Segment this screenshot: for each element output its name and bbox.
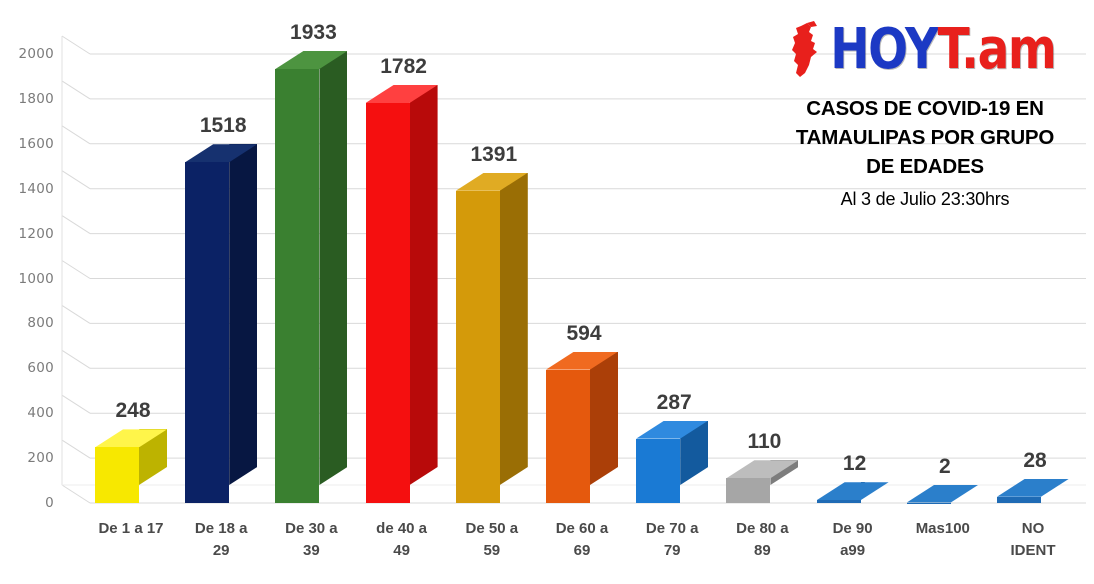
bar-front-face (95, 447, 139, 503)
y-axis-tick: 0 (45, 495, 54, 511)
bar-side-face (499, 172, 528, 485)
x-axis-category-label: de 40 a 49 (348, 518, 456, 562)
x-axis-category-label: NO IDENT (979, 518, 1087, 562)
x-axis-category-line: 39 (303, 541, 320, 559)
bar-top-face (906, 484, 979, 503)
bar-column[interactable] (906, 484, 979, 503)
bar-front-face (455, 190, 500, 503)
x-axis-category-line: De 1 a 17 (98, 520, 164, 537)
bar-top-face (997, 478, 1069, 497)
y-axis-tick: 200 (27, 450, 54, 467)
bar-value-label: 594 (566, 321, 602, 345)
x-axis-category-line: 89 (754, 541, 771, 559)
bar-front-face (636, 438, 681, 503)
x-axis-category-line: 59 (483, 541, 501, 559)
x-axis-category-line: a99 (840, 541, 866, 559)
bar-value-label: 248 (115, 399, 151, 423)
x-axis-category-label: De 70 a 79 (618, 518, 726, 562)
x-axis-category-line: 79 (663, 541, 681, 559)
bar-side-face (319, 51, 348, 485)
bar-column[interactable] (636, 420, 709, 503)
bar-value-label: 12 (842, 452, 867, 476)
bar-side-face (590, 351, 618, 485)
logo-text-secondary: T.am (937, 16, 1057, 82)
x-axis-category-line: De 30 a (285, 520, 338, 537)
x-axis-category-line: 69 (573, 541, 591, 559)
bar-column[interactable] (365, 84, 438, 503)
bar-value-label: 1933 (290, 21, 337, 45)
x-axis-category-label: De 50 a 59 (438, 518, 546, 562)
chart-title-line: CASOS DE COVID-19 EN (806, 97, 1044, 120)
bar-column[interactable] (816, 482, 889, 503)
x-axis-category-line: De 50 a (465, 520, 519, 537)
bar-side-face (409, 84, 438, 485)
site-logo[interactable]: HOYT.am (760, 18, 1090, 80)
x-axis-category-line: 49 (393, 541, 410, 559)
bar-value-label: 1518 (199, 114, 247, 138)
y-axis-tick: 800 (27, 315, 54, 332)
bar-value-label: 110 (747, 430, 782, 454)
bar-front-face (997, 496, 1041, 503)
bar-column[interactable] (726, 460, 799, 503)
logo-text-primary: HOY (830, 16, 939, 82)
bar-column[interactable] (185, 144, 258, 503)
bar-front-face (275, 69, 320, 503)
x-axis-category-line: De 80 a (736, 520, 789, 537)
bar-value-label: 1782 (380, 54, 427, 78)
x-axis-category-line: De 18 a (194, 520, 248, 537)
logo-wordmark: HOYT.am (830, 21, 1057, 77)
bar-front-face (546, 369, 590, 503)
x-axis-category-label: De 1 a 17 (77, 518, 185, 540)
chart-title-line: TAMAULIPAS POR GRUPO (795, 126, 1055, 150)
y-axis-tick: 2000 (18, 46, 54, 62)
bar-value-label: 287 (656, 390, 692, 414)
x-axis-category-label: De 90 a99 (799, 518, 907, 562)
bar-top-face (816, 482, 889, 501)
bar-column[interactable] (546, 351, 618, 503)
bar-column[interactable] (275, 51, 348, 503)
x-axis-category-line: NO (1021, 520, 1045, 537)
x-axis-category-line: De 70 a (645, 520, 699, 537)
bar-value-label: 2 (938, 454, 951, 478)
bar-column[interactable] (997, 478, 1069, 503)
brand-block: HOYT.am CASOS DE COVID-19 EN TAMAULIPAS P… (760, 18, 1090, 210)
bar-front-face (726, 478, 771, 503)
chart-title-line: DE EDADES (866, 155, 984, 179)
y-axis-tick: 600 (27, 360, 54, 377)
x-axis-category-label: De 80 a 89 (708, 518, 816, 562)
x-axis-category-line: Mas100 (915, 520, 970, 537)
chart-title: CASOS DE COVID-19 EN TAMAULIPAS POR GRUPO… (760, 94, 1090, 181)
x-axis-category-label: De 18 a 29 (167, 518, 275, 562)
bar-value-label: 28 (1023, 448, 1047, 472)
y-axis-tick: 1000 (18, 270, 54, 287)
bar-value-label: 1391 (470, 142, 518, 166)
x-axis-category-line: 29 (212, 541, 230, 559)
bar-front-face (816, 500, 861, 503)
x-axis-category-label: De 60 a 69 (528, 518, 636, 562)
x-axis-category-line: IDENT (1010, 541, 1056, 559)
bar-column[interactable] (95, 429, 167, 503)
bar-front-face (185, 162, 230, 503)
x-axis-category-line: De 90 (832, 520, 873, 537)
y-axis-tick: 1600 (18, 135, 54, 152)
bar-column[interactable] (455, 172, 528, 503)
bar-side-face (229, 144, 258, 485)
x-axis-category-line: de 40 a (376, 520, 428, 537)
y-axis-tick: 1800 (18, 90, 54, 107)
tamaulipas-map-icon (792, 21, 818, 77)
x-axis-category-label: Mas100 (889, 518, 997, 540)
x-axis-category-line: De 60 a (555, 520, 609, 537)
chart-subtitle: Al 3 de Julio 23:30hrs (840, 189, 1010, 210)
y-axis-tick: 1400 (18, 180, 54, 197)
y-axis-tick: 1200 (18, 225, 54, 242)
x-axis-category-label: De 30 a 39 (257, 518, 365, 562)
y-axis-tick: 400 (27, 405, 54, 422)
bar-front-face (365, 102, 410, 503)
